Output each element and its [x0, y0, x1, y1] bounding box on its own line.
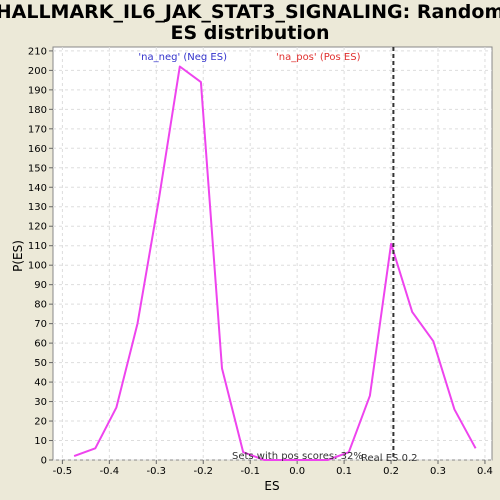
y-tick-label: 90 — [34, 280, 47, 291]
x-tick-label: -0.2 — [193, 466, 213, 477]
y-tick-label: 160 — [28, 144, 47, 155]
x-tick-label: 0.1 — [336, 466, 352, 477]
y-tick-label: 130 — [28, 202, 47, 213]
x-tick-label: -0.5 — [53, 466, 73, 477]
x-tick-label: -0.1 — [240, 466, 260, 477]
y-tick-label: 0 — [41, 456, 47, 467]
y-tick-label: 110 — [28, 241, 47, 252]
y-tick-label: 50 — [34, 358, 47, 369]
x-tick-label: 0.2 — [383, 466, 399, 477]
es-distribution-line — [73, 65, 477, 461]
y-tick-label: 190 — [28, 85, 47, 96]
series-group — [73, 65, 477, 461]
y-tick-label: 100 — [28, 261, 47, 272]
y-tick-label: 140 — [28, 183, 47, 194]
y-tick-label: 30 — [34, 397, 47, 408]
y-tick-label: 200 — [28, 66, 47, 77]
legend-neg-label: 'na_neg' (Neg ES) — [138, 52, 227, 63]
y-tick-label: 20 — [34, 417, 47, 428]
legend-pos-label: 'na_pos' (Pos ES) — [276, 52, 361, 63]
x-axis-label: ES — [264, 479, 279, 493]
y-tick-label: 210 — [28, 46, 47, 57]
y-tick-label: 70 — [34, 319, 47, 330]
y-tick-label: 80 — [34, 300, 47, 311]
real-es-annotation: Real ES 0.2 — [361, 453, 417, 464]
y-tick-label: 10 — [34, 436, 47, 447]
y-tick-label: 40 — [34, 378, 47, 389]
x-tick-label: 0.0 — [289, 466, 305, 477]
pos-scores-annotation: Sets with pos scores: 32% — [232, 451, 363, 462]
chart-title-line-2: ES distribution — [171, 22, 330, 44]
y-tick-label: 60 — [34, 339, 47, 350]
x-axis-ticks: -0.5 -0.4 -0.3 -0.2 -0.1 0.0 0.1 0.2 0.3 0.4 — [53, 460, 493, 477]
chart-title-line-1: HALLMARK_IL6_JAK_STAT3_SIGNALING: Random — [0, 1, 500, 23]
x-tick-label: 0.4 — [477, 466, 493, 477]
y-tick-label: 120 — [28, 222, 47, 233]
y-axis-label: P(ES) — [11, 240, 25, 272]
x-tick-label: 0.3 — [430, 466, 446, 477]
x-tick-label: -0.4 — [100, 466, 120, 477]
y-tick-label: 180 — [28, 105, 47, 116]
y-axis-ticks: 0 10 20 30 40 50 60 70 80 90 100 110 120 130 140 150 160… — [28, 46, 53, 467]
y-tick-label: 150 — [28, 163, 47, 174]
y-tick-label: 170 — [28, 124, 47, 135]
x-tick-label: -0.3 — [147, 466, 167, 477]
grid-lines — [53, 47, 492, 461]
plot-area — [52, 46, 493, 461]
